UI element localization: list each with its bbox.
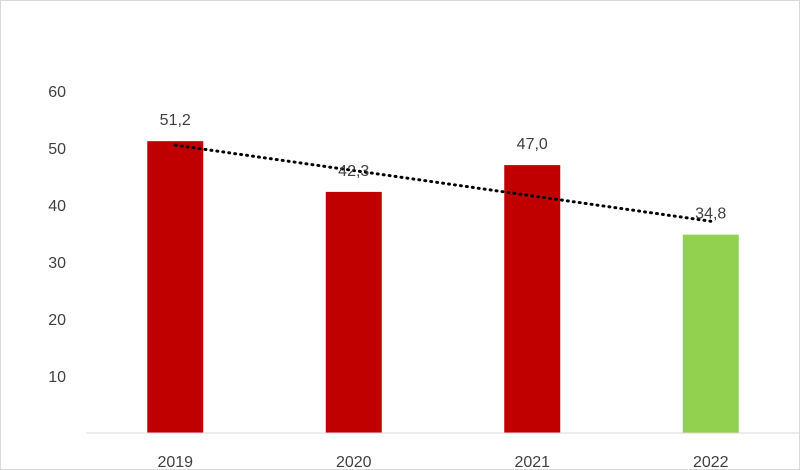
bar-2021 bbox=[504, 165, 561, 433]
data-label-2019: 51,2 bbox=[160, 112, 191, 129]
y-tick-label: 10 bbox=[48, 369, 66, 386]
x-tick-label-2020: 2020 bbox=[336, 454, 372, 469]
x-tick-label-2021: 2021 bbox=[514, 454, 550, 469]
data-label-2021: 47,0 bbox=[517, 136, 548, 153]
y-axis-labels: 10 20 30 40 50 60 bbox=[48, 84, 66, 386]
x-axis-labels: 2019 2020 2021 2022 bbox=[157, 454, 728, 469]
data-label-2020: 42,3 bbox=[338, 163, 369, 180]
y-tick-label: 50 bbox=[48, 141, 66, 158]
y-tick-label: 20 bbox=[48, 312, 66, 329]
y-tick-label: 30 bbox=[48, 255, 66, 272]
x-tick-label-2019: 2019 bbox=[157, 454, 193, 469]
y-tick-label: 60 bbox=[48, 84, 66, 101]
x-tick-label-2022: 2022 bbox=[693, 454, 729, 469]
bar-2019 bbox=[147, 141, 204, 433]
bar-2022 bbox=[682, 234, 739, 433]
trendline bbox=[173, 143, 713, 223]
data-labels-group: 51,2 42,3 47,0 34,8 bbox=[160, 112, 727, 222]
bar-2020 bbox=[325, 191, 382, 433]
data-label-2022: 34,8 bbox=[695, 206, 726, 223]
y-tick-label: 40 bbox=[48, 198, 66, 215]
bars-group bbox=[147, 141, 739, 433]
